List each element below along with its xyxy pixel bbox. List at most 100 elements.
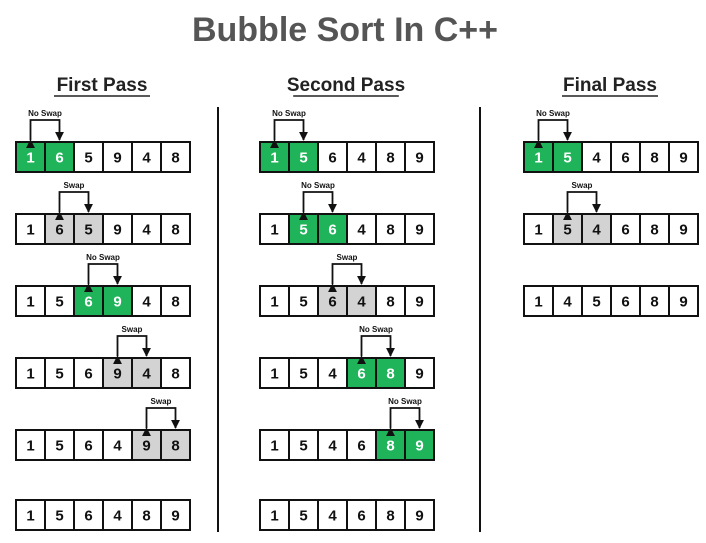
cell-value: 1 (270, 294, 278, 311)
cell-value: 5 (55, 366, 63, 383)
cell-value: 4 (592, 150, 601, 167)
cell-value: 8 (650, 150, 658, 167)
cell-value: 4 (357, 294, 366, 311)
compare-arrow (328, 263, 366, 293)
cell-value: 5 (592, 294, 600, 311)
cell-value: 1 (270, 366, 278, 383)
array-cell (259, 213, 290, 245)
cell-value: 8 (171, 438, 179, 455)
compare-arrow (55, 191, 93, 221)
cell-value: 9 (679, 222, 687, 239)
cell-value: 8 (171, 294, 179, 311)
cell-value: 8 (650, 294, 658, 311)
array-cell (404, 429, 435, 461)
compare-arrow (84, 263, 122, 293)
cell-value: 6 (621, 222, 629, 239)
array-step: 1 5 6 9 4 8 Swap (15, 325, 191, 389)
array-cell (259, 499, 290, 531)
swap-label: Swap (151, 397, 172, 406)
cell-value: 4 (563, 294, 572, 311)
array-cell (160, 213, 191, 245)
array-cell (44, 429, 75, 461)
cell-value: 6 (84, 366, 92, 383)
array-cell (73, 141, 104, 173)
cell-value: 5 (563, 222, 571, 239)
cell-value: 5 (299, 508, 307, 525)
cell-value: 6 (328, 294, 336, 311)
no-swap-label: No Swap (272, 109, 306, 118)
swap-label: Swap (64, 181, 85, 190)
cell-value: 1 (26, 366, 34, 383)
cell-value: 6 (357, 366, 365, 383)
array-cell (375, 141, 406, 173)
compare-arrow (386, 407, 424, 437)
array-step: 1 4 5 6 8 9 (523, 285, 699, 317)
swap-label: Swap (572, 181, 593, 190)
array-cell (317, 499, 348, 531)
compare-arrow (299, 191, 337, 221)
swap-label: Swap (337, 253, 358, 262)
array-cell (15, 429, 46, 461)
array-step: 1 5 6 4 8 9 No Swap (259, 181, 435, 245)
cell-value: 9 (679, 150, 687, 167)
cell-value: 1 (534, 294, 542, 311)
cell-value: 8 (171, 222, 179, 239)
cell-value: 6 (55, 150, 63, 167)
array-cell (259, 357, 290, 389)
cell-value: 4 (142, 294, 151, 311)
cell-value: 6 (328, 150, 336, 167)
array-cell (404, 213, 435, 245)
cell-value: 4 (142, 222, 151, 239)
array-step: 1 5 6 9 4 8 No Swap (15, 253, 191, 317)
array-cell (317, 141, 348, 173)
array-cell (552, 285, 583, 317)
array-cell (317, 357, 348, 389)
array-cell (668, 213, 699, 245)
cell-value: 9 (113, 294, 121, 311)
cell-value: 1 (534, 222, 542, 239)
array-cell (668, 141, 699, 173)
cell-value: 9 (415, 150, 423, 167)
cell-value: 4 (113, 438, 122, 455)
cell-value: 9 (415, 294, 423, 311)
no-swap-label: No Swap (388, 397, 422, 406)
cell-value: 9 (113, 150, 121, 167)
cell-value: 9 (113, 222, 121, 239)
cell-value: 4 (142, 150, 151, 167)
array-cell (581, 285, 612, 317)
compare-arrow (26, 119, 64, 149)
cell-value: 1 (26, 438, 34, 455)
array-step: 1 5 4 6 8 9 (259, 499, 435, 531)
array-cell (375, 285, 406, 317)
compare-arrow (534, 119, 572, 149)
cell-value: 4 (328, 438, 337, 455)
array-cell (131, 499, 162, 531)
pass-title: Second Pass (287, 75, 405, 96)
cell-value: 1 (270, 508, 278, 525)
cell-value: 6 (84, 508, 92, 525)
cell-value: 6 (621, 150, 629, 167)
array-cell (160, 357, 191, 389)
cell-value: 4 (328, 366, 337, 383)
cell-value: 5 (55, 438, 63, 455)
cell-value: 6 (84, 438, 92, 455)
cell-value: 5 (563, 150, 571, 167)
array-cell (131, 213, 162, 245)
cell-value: 5 (55, 508, 63, 525)
cell-value: 1 (270, 150, 278, 167)
array-cell (610, 213, 641, 245)
array-cell (288, 429, 319, 461)
pass-column: Second Pass 1 5 6 4 8 9 No Swap 1 5 6 4 8 9 No Swap 1 5 6… (259, 75, 435, 531)
array-step: 1 5 6 4 8 9 (15, 499, 191, 531)
array-cell (404, 499, 435, 531)
cell-value: 4 (328, 508, 337, 525)
cell-value: 4 (357, 150, 366, 167)
cell-value: 4 (592, 222, 601, 239)
cell-value: 6 (328, 222, 336, 239)
compare-arrow (142, 407, 180, 437)
cell-value: 4 (113, 508, 122, 525)
array-cell (131, 285, 162, 317)
array-cell (404, 357, 435, 389)
compare-arrow (357, 335, 395, 365)
array-cell (160, 499, 191, 531)
